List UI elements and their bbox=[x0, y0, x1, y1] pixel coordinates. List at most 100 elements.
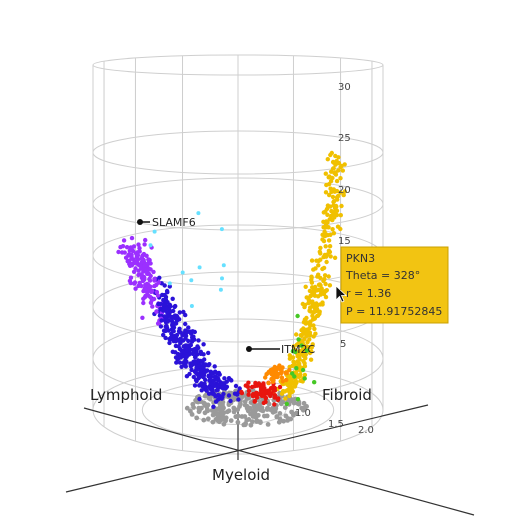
data-point[interactable] bbox=[280, 379, 285, 384]
data-point[interactable] bbox=[313, 266, 318, 271]
data-point[interactable] bbox=[309, 349, 314, 354]
data-point[interactable] bbox=[294, 342, 300, 347]
data-point[interactable] bbox=[306, 296, 311, 301]
data-point[interactable] bbox=[338, 176, 343, 181]
data-point[interactable] bbox=[123, 255, 129, 260]
data-point[interactable] bbox=[129, 255, 134, 261]
data-point[interactable] bbox=[137, 246, 142, 251]
data-point[interactable] bbox=[249, 384, 255, 390]
data-point[interactable] bbox=[133, 259, 138, 264]
data-point[interactable] bbox=[156, 301, 161, 307]
data-point[interactable] bbox=[154, 289, 160, 295]
data-point[interactable] bbox=[341, 192, 346, 198]
data-point[interactable] bbox=[303, 327, 309, 332]
data-point[interactable] bbox=[156, 280, 161, 285]
data-point[interactable] bbox=[302, 376, 307, 381]
data-point[interactable] bbox=[202, 393, 208, 399]
data-point[interactable] bbox=[312, 380, 317, 385]
data-point[interactable] bbox=[281, 399, 286, 405]
data-point[interactable] bbox=[333, 203, 339, 209]
data-point[interactable] bbox=[201, 375, 206, 380]
data-point[interactable] bbox=[246, 388, 252, 394]
data-point[interactable] bbox=[277, 384, 283, 390]
data-point[interactable] bbox=[158, 324, 164, 329]
data-point[interactable] bbox=[316, 282, 322, 287]
data-point[interactable] bbox=[277, 411, 283, 416]
data-point[interactable] bbox=[263, 375, 268, 380]
data-point[interactable] bbox=[271, 407, 277, 413]
data-point[interactable] bbox=[174, 360, 179, 365]
data-point[interactable] bbox=[142, 286, 147, 291]
data-point[interactable] bbox=[246, 380, 251, 385]
data-point[interactable] bbox=[155, 321, 161, 326]
data-point[interactable] bbox=[311, 302, 317, 307]
data-point[interactable] bbox=[338, 190, 343, 195]
data-point[interactable] bbox=[254, 392, 260, 397]
data-point[interactable] bbox=[295, 359, 300, 364]
data-point[interactable] bbox=[226, 393, 232, 398]
data-point[interactable] bbox=[322, 289, 327, 294]
data-point[interactable] bbox=[171, 337, 176, 342]
data-point[interactable] bbox=[171, 321, 176, 326]
data-point[interactable] bbox=[190, 401, 196, 407]
data-point[interactable] bbox=[272, 402, 277, 407]
data-point[interactable] bbox=[174, 332, 180, 338]
data-point[interactable] bbox=[291, 400, 297, 406]
data-point[interactable] bbox=[210, 419, 216, 425]
data-point[interactable] bbox=[324, 259, 329, 265]
data-point[interactable] bbox=[206, 373, 211, 378]
data-point[interactable] bbox=[301, 320, 307, 325]
data-point[interactable] bbox=[143, 268, 149, 273]
data-point[interactable] bbox=[187, 371, 192, 377]
data-point[interactable] bbox=[277, 363, 282, 368]
data-point[interactable] bbox=[179, 338, 184, 343]
data-point[interactable] bbox=[318, 275, 323, 281]
data-point[interactable] bbox=[332, 255, 338, 260]
data-point[interactable] bbox=[198, 349, 203, 354]
data-point[interactable] bbox=[147, 278, 153, 283]
data-point[interactable] bbox=[287, 353, 292, 358]
data-point[interactable] bbox=[323, 209, 328, 214]
data-point[interactable] bbox=[320, 302, 325, 307]
data-point[interactable] bbox=[177, 360, 183, 365]
data-point[interactable] bbox=[336, 155, 341, 160]
data-point[interactable] bbox=[222, 376, 227, 381]
data-point[interactable] bbox=[297, 355, 302, 360]
data-point[interactable] bbox=[164, 306, 169, 311]
data-point[interactable] bbox=[189, 367, 194, 373]
data-point[interactable] bbox=[197, 396, 202, 402]
data-point[interactable] bbox=[178, 330, 183, 335]
data-point[interactable] bbox=[188, 408, 193, 414]
data-point[interactable] bbox=[290, 371, 295, 376]
data-point[interactable] bbox=[214, 412, 220, 418]
data-point[interactable] bbox=[327, 283, 333, 288]
data-point[interactable] bbox=[169, 315, 174, 320]
data-point[interactable] bbox=[144, 253, 149, 258]
data-point[interactable] bbox=[295, 313, 300, 319]
data-point[interactable] bbox=[248, 422, 254, 428]
data-point[interactable] bbox=[197, 375, 202, 380]
data-point[interactable] bbox=[309, 258, 315, 263]
data-point[interactable] bbox=[291, 344, 296, 349]
data-point[interactable] bbox=[201, 342, 206, 347]
data-point[interactable] bbox=[333, 172, 339, 177]
data-point[interactable] bbox=[255, 412, 261, 418]
data-point[interactable] bbox=[188, 363, 193, 369]
data-point[interactable] bbox=[205, 407, 210, 413]
data-point[interactable] bbox=[328, 254, 333, 259]
data-point[interactable] bbox=[142, 242, 147, 247]
data-point[interactable] bbox=[325, 157, 330, 162]
data-point[interactable] bbox=[189, 278, 194, 283]
data-point[interactable] bbox=[302, 372, 308, 378]
data-point[interactable] bbox=[304, 348, 310, 353]
data-point[interactable] bbox=[220, 385, 225, 390]
data-point[interactable] bbox=[299, 343, 304, 348]
data-point[interactable] bbox=[165, 300, 170, 305]
data-point[interactable] bbox=[192, 383, 198, 388]
data-point[interactable] bbox=[211, 392, 217, 397]
data-point[interactable] bbox=[287, 367, 292, 373]
data-point[interactable] bbox=[167, 284, 172, 289]
data-point[interactable] bbox=[323, 281, 328, 287]
data-point[interactable] bbox=[131, 269, 137, 274]
data-point[interactable] bbox=[136, 242, 141, 247]
